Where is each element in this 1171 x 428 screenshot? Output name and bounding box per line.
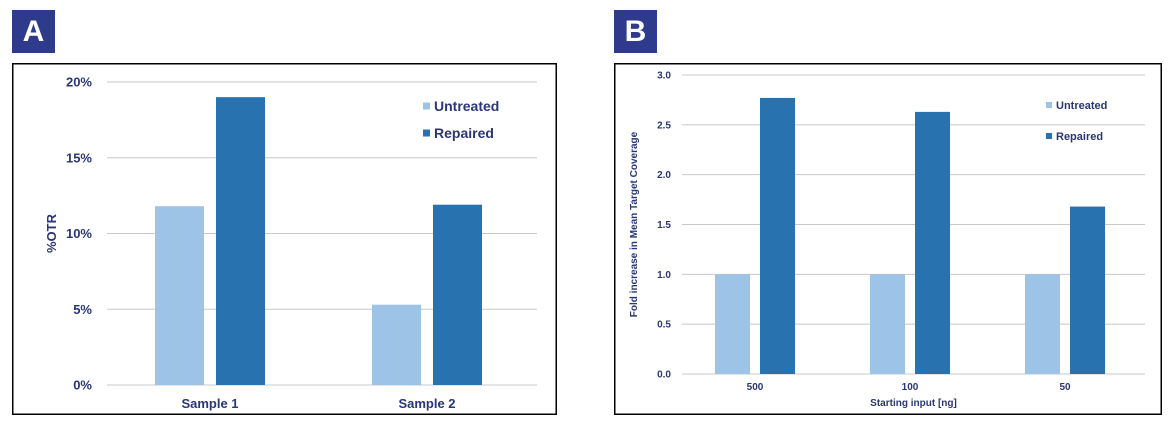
chart-a-y-axis-title: %OTR (44, 213, 59, 253)
chart-b-legend-label-repaired: Repaired (1056, 131, 1103, 143)
chart-b-bar-untreated-3 (1025, 274, 1060, 374)
chart-b-bar-untreated-2 (870, 274, 905, 374)
chart-b-legend-swatch-repaired (1046, 133, 1052, 139)
chart-b-y-tick-label: 1.0 (657, 270, 671, 281)
chart-b-x-axis-title: Starting input [ng] (870, 398, 957, 409)
chart-a-bar-repaired-1 (216, 97, 265, 386)
chart-a-y-tick-label: 5% (73, 302, 92, 317)
chart-b-y-tick-label: 2.5 (657, 120, 671, 131)
chart-b-category-label: 100 (902, 382, 919, 393)
chart-b-bar-repaired-3 (1070, 206, 1105, 374)
chart-a-legend-label-untreated: Untreated (434, 98, 499, 114)
chart-b-y-tick-label: 3.0 (657, 71, 671, 82)
chart-b-bar-untreated-1 (715, 274, 750, 374)
chart-a: 0% 5% 10% 15% 20% Sample 1 Sample 2 %OTR Untreat… (12, 63, 557, 415)
chart-a-y-tick-label: 15% (66, 150, 92, 165)
panel-a-label: A (12, 10, 55, 53)
chart-a-bar-untreated-1 (155, 206, 204, 385)
chart-b-category-label: 50 (1059, 382, 1071, 393)
chart-b-legend-label-untreated: Untreated (1056, 100, 1107, 112)
chart-b-y-tick-label: 0.0 (657, 370, 671, 381)
chart-a-category-label: Sample 2 (398, 396, 455, 411)
chart-b-category-label: 500 (747, 382, 764, 393)
chart-a-legend-swatch-untreated (423, 102, 430, 110)
chart-a-bar-repaired-2 (433, 204, 482, 385)
chart-b-bar-repaired-2 (915, 111, 950, 375)
chart-b-y-tick-label: 1.5 (657, 220, 671, 231)
panel-b-label: B (614, 10, 657, 53)
chart-a-y-tick-label: 10% (66, 226, 92, 241)
chart-b-legend-swatch-untreated (1046, 102, 1052, 108)
chart-a-y-tick-label: 20% (66, 75, 92, 90)
chart-a-category-label: Sample 1 (181, 396, 238, 411)
chart-b: 0.0 0.5 1.0 1.5 2.0 2.5 3.0 500 100 50 Fold increa… (614, 63, 1162, 415)
chart-b-bar-repaired-1 (760, 97, 795, 374)
chart-a-bar-untreated-2 (372, 304, 421, 385)
chart-a-y-tick-label: 0% (73, 378, 92, 393)
chart-b-y-axis-title: Fold increase in Mean Target Coverage (629, 131, 640, 317)
chart-b-y-tick-label: 0.5 (657, 320, 671, 331)
chart-a-legend-swatch-repaired (423, 129, 430, 137)
chart-a-legend-label-repaired: Repaired (434, 125, 494, 141)
chart-b-y-tick-label: 2.0 (657, 170, 671, 181)
